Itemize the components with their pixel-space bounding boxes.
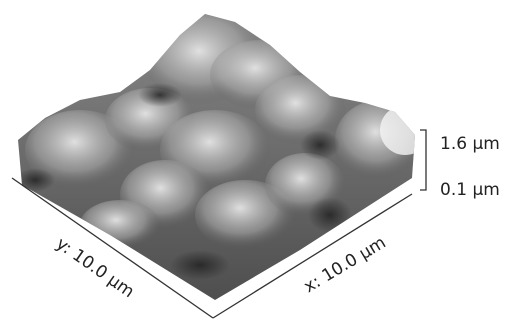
z-scale-bar	[420, 130, 426, 190]
surface	[0, 0, 530, 322]
afm-surface-figure: 1.6 µm 0.1 µm y: 10.0 µm x: 10.0 µm	[0, 0, 530, 322]
x-axis-label: x: 10.0 µm	[300, 233, 389, 297]
z-bottom-label: 0.1 µm	[440, 180, 500, 200]
z-top-label: 1.6 µm	[440, 134, 500, 154]
figure: 1.6 µm 0.1 µm y: 10.0 µm x: 10.0 µm	[0, 0, 530, 322]
